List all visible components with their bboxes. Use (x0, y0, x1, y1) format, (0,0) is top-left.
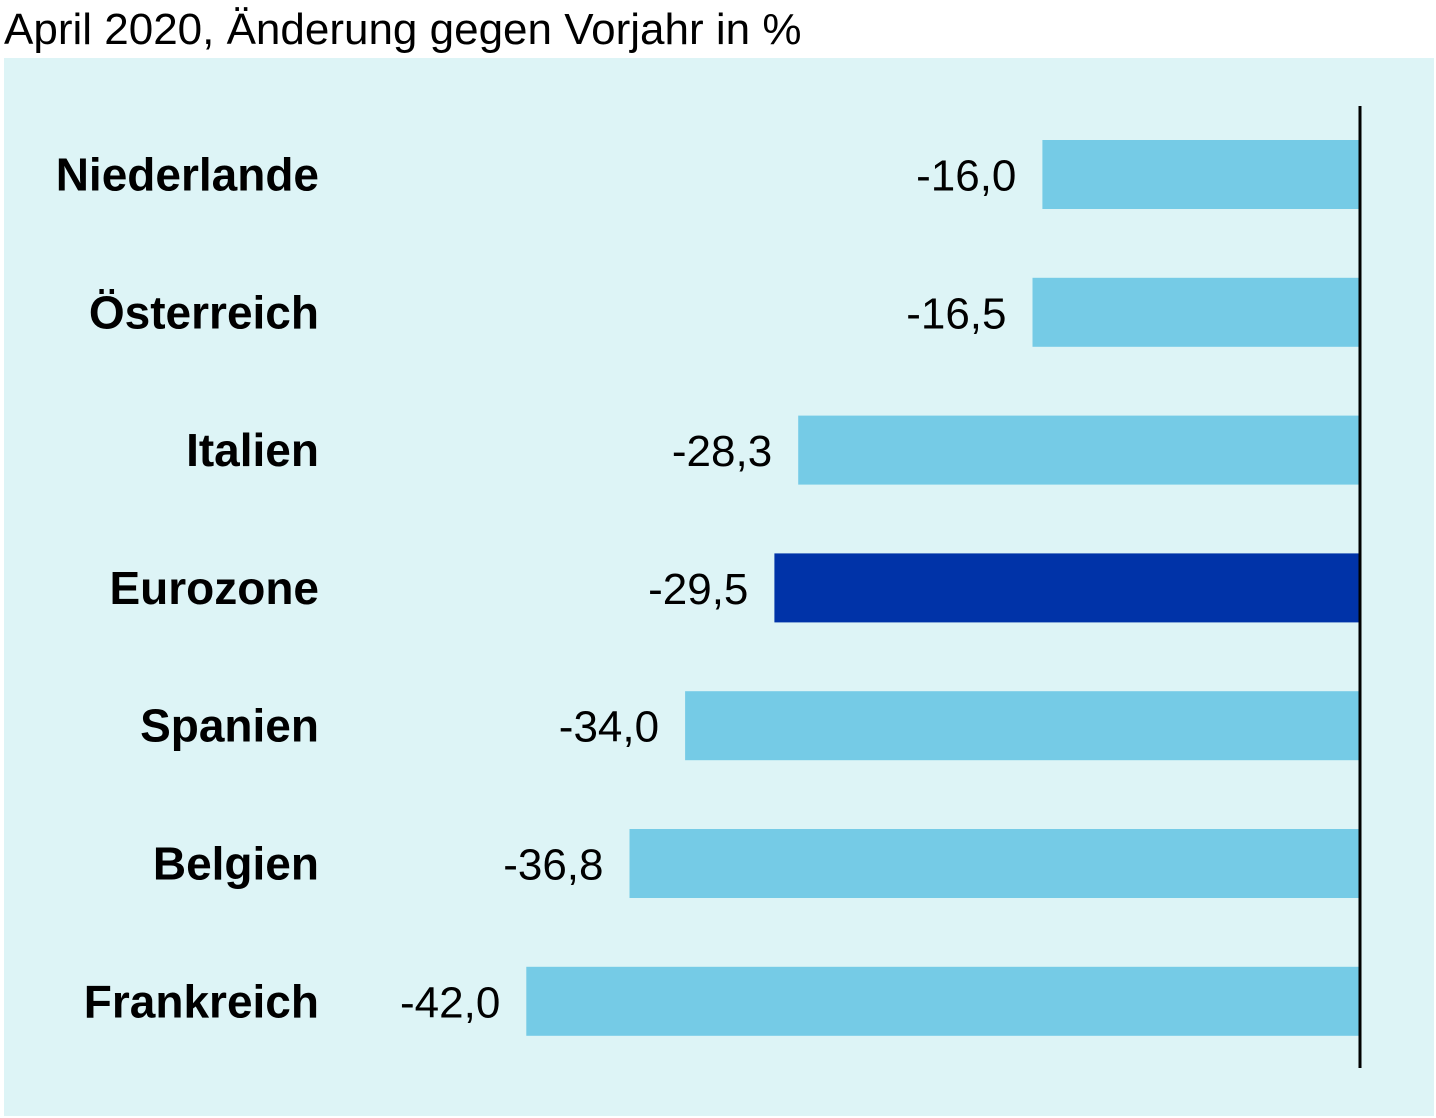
plot-area: Niederlande -16,0 Österreich -16,5 Italien -2… (4, 58, 1434, 1116)
chart-title: April 2020, Änderung gegen Vorjahr in % (4, 5, 802, 54)
value-label-niederlande: -16,0 (916, 152, 1016, 201)
bar-belgien (629, 829, 1360, 898)
category-label-italien: Italien (186, 424, 319, 476)
value-label-italien: -28,3 (672, 427, 772, 476)
value-label-oesterreich: -16,5 (906, 289, 1006, 338)
bar-spanien (685, 691, 1360, 761)
bar-oesterreich (1032, 277, 1360, 347)
category-label-eurozone: Eurozone (109, 562, 319, 614)
category-label-belgien: Belgien (153, 838, 319, 890)
value-label-frankreich: -42,0 (400, 978, 500, 1027)
value-label-belgien: -36,8 (503, 841, 603, 890)
bar-italien (798, 415, 1360, 485)
value-label-eurozone: -29,5 (648, 565, 748, 614)
category-label-niederlande: Niederlande (56, 149, 319, 201)
bar-niederlande (1042, 140, 1360, 209)
value-label-spanien: -34,0 (559, 703, 659, 752)
category-label-spanien: Spanien (140, 700, 319, 752)
bar-chart: Niederlande -16,0 Österreich -16,5 Italien -2… (56, 106, 1362, 1068)
category-label-oesterreich: Österreich (89, 286, 319, 338)
category-label-frankreich: Frankreich (84, 975, 319, 1027)
bar-eurozone (774, 553, 1360, 623)
bar-frankreich (526, 966, 1360, 1036)
